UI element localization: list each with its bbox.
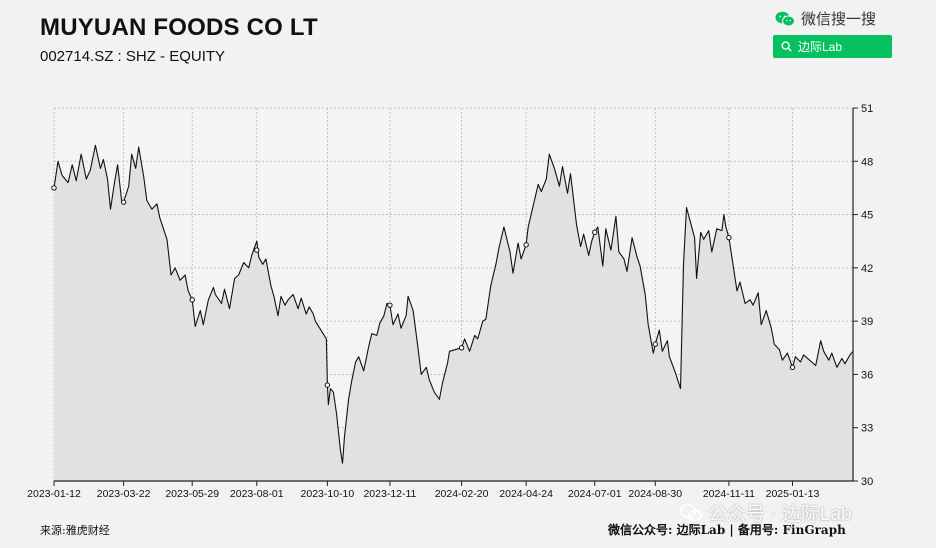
x-tick-label: 2023-01-12 [27, 488, 81, 500]
y-tick-label: 39 [861, 316, 873, 328]
watermark: 公众号 · 边际Lab [680, 499, 852, 526]
data-point-marker [523, 242, 529, 248]
y-tick-label: 36 [861, 369, 873, 381]
data-point-marker [652, 341, 658, 347]
watermark-text: 公众号 · 边际Lab [708, 504, 852, 525]
chart-markers [51, 185, 796, 388]
wechat-search-label[interactable]: 微信搜一搜 [775, 8, 876, 29]
x-tick-label: 2024-04-24 [499, 488, 553, 500]
y-tick-label: 45 [861, 210, 873, 222]
x-tick-label: 2024-11-11 [703, 488, 755, 500]
chart-tick-labels: 30 33 36 39 42 45 48 51 2023-01-12 2023-03-22 2023… [27, 103, 873, 500]
x-tick-label: 2023-12-11 [363, 488, 416, 500]
x-tick-label: 2025-01-13 [766, 488, 820, 500]
x-tick-label: 2023-10-10 [301, 488, 355, 500]
data-point-marker [789, 364, 796, 371]
data-point-marker [726, 234, 732, 241]
price-line [53, 144, 854, 464]
data-point-marker [51, 185, 57, 191]
wechat-icon [775, 11, 795, 26]
data-source: 来源:雅虎财经 [40, 524, 110, 537]
data-point-marker [324, 382, 331, 388]
x-tick-label: 2023-03-22 [97, 488, 151, 500]
price-area-fill [54, 145, 853, 482]
data-point-marker [254, 247, 260, 253]
x-tick-label: 2023-08-01 [230, 488, 284, 500]
search-bianji-lab-button[interactable]: 边际Lab [773, 35, 892, 58]
y-tick-label: 48 [861, 156, 873, 168]
chart-axes [53, 107, 858, 486]
y-tick-label: 51 [861, 103, 873, 115]
wechat-watermark-icon [680, 503, 702, 521]
x-tick-label: 2024-07-01 [568, 488, 622, 500]
data-point-marker [458, 345, 465, 351]
data-point-marker [120, 199, 127, 205]
x-tick-label: 2023-05-29 [165, 488, 219, 500]
data-point-marker [387, 302, 393, 308]
y-tick-label: 33 [861, 423, 873, 435]
y-tick-label: 42 [861, 263, 873, 275]
search-icon [781, 41, 792, 52]
footer-credit: 微信公众号: 边际Lab | 备用号: FinGraph [608, 523, 846, 537]
data-point-marker [189, 297, 195, 303]
ticker-subtitle: 002714.SZ : SHZ - EQUITY [40, 48, 226, 65]
search-button-label: 边际Lab [798, 40, 843, 54]
y-tick-label: 30 [861, 476, 873, 488]
x-tick-label: 2024-08-30 [628, 488, 682, 500]
x-tick-label: 2024-02-20 [435, 488, 489, 500]
data-point-marker [592, 229, 598, 236]
wechat-search-text: 微信搜一搜 [801, 11, 877, 28]
stock-title: MUYUAN FOODS CO LT [40, 14, 318, 41]
chart-area [53, 144, 854, 482]
